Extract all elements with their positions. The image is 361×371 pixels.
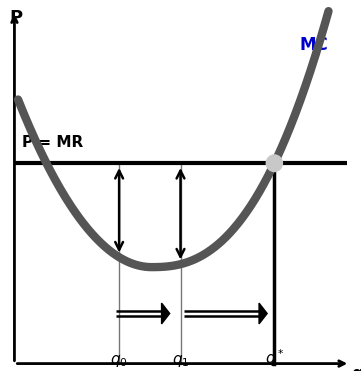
Text: q: q (351, 365, 361, 371)
Text: $q_1$: $q_1$ (172, 353, 189, 369)
Circle shape (266, 155, 282, 171)
Text: $q^*$: $q^*$ (265, 348, 284, 369)
Text: MC: MC (300, 36, 329, 53)
Text: $q_0$: $q_0$ (110, 353, 128, 369)
Polygon shape (162, 303, 170, 324)
Text: P = MR: P = MR (22, 135, 83, 150)
Polygon shape (259, 303, 267, 324)
Text: P: P (9, 9, 22, 27)
